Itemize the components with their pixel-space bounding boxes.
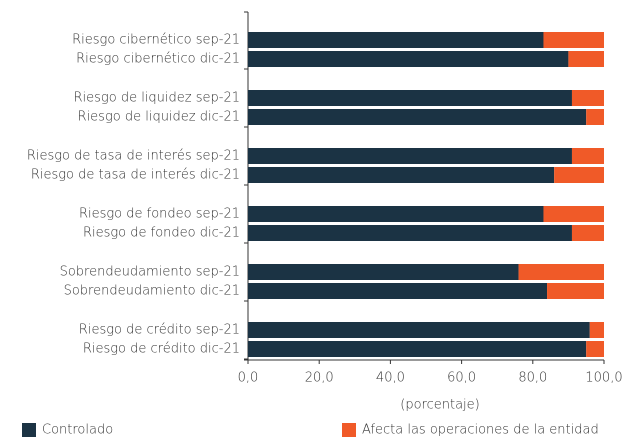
legend-swatch bbox=[342, 423, 356, 437]
x-tick-label: 100,0 bbox=[585, 371, 622, 386]
bar-segment bbox=[586, 109, 604, 125]
bar-segment bbox=[248, 322, 590, 338]
bar-segment bbox=[571, 148, 604, 164]
bar-segment bbox=[518, 264, 604, 280]
y-tick-label: Riesgo cibernético sep-21 bbox=[72, 33, 240, 48]
y-tick-label: Riesgo de liquidez dic-21 bbox=[78, 110, 240, 125]
bar-segment bbox=[248, 51, 569, 67]
legend-label: Controlado bbox=[42, 423, 113, 438]
y-tick-label: Riesgo de tasa de interés sep-21 bbox=[27, 149, 240, 164]
x-tick-label: 0,0 bbox=[238, 371, 259, 386]
bar-segment bbox=[248, 283, 548, 299]
bar-segment bbox=[248, 109, 587, 125]
bar-segment bbox=[248, 341, 587, 357]
bar-segment bbox=[543, 32, 604, 48]
bar-segment bbox=[248, 167, 555, 183]
bar-segment bbox=[589, 322, 604, 338]
bar-segment bbox=[248, 225, 572, 241]
bar-segment bbox=[571, 90, 604, 106]
y-tick-label: Riesgo de crédito dic-21 bbox=[83, 342, 240, 357]
bar-segment bbox=[547, 283, 604, 299]
y-tick-label: Sobrendeudamiento dic-21 bbox=[64, 284, 240, 299]
bar-segment bbox=[543, 206, 604, 222]
x-tick-label: 80,0 bbox=[518, 371, 547, 386]
bar-segment bbox=[248, 90, 572, 106]
bar-segment bbox=[586, 341, 604, 357]
legend-label: Afecta las operaciones de la entidad bbox=[362, 423, 599, 438]
x-tick-label: 20,0 bbox=[305, 371, 334, 386]
y-tick-label: Riesgo de crédito sep-21 bbox=[79, 323, 240, 338]
y-tick-label: Riesgo de fondeo dic-21 bbox=[83, 226, 240, 241]
x-axis-label: (porcentaje) bbox=[400, 398, 479, 413]
bar-segment bbox=[248, 206, 544, 222]
bar-segment bbox=[571, 225, 604, 241]
y-tick-label: Riesgo de liquidez sep-21 bbox=[74, 91, 240, 106]
bar-segment bbox=[248, 148, 572, 164]
bar-segment bbox=[554, 167, 604, 183]
x-tick-label: 60,0 bbox=[447, 371, 476, 386]
bar-segment bbox=[568, 51, 604, 67]
bar-segment bbox=[248, 32, 544, 48]
y-tick-label: Sobrendeudamiento sep-21 bbox=[60, 265, 240, 280]
y-tick-label: Riesgo cibernético dic-21 bbox=[76, 52, 240, 67]
y-tick-label: Riesgo de fondeo sep-21 bbox=[79, 207, 240, 222]
legend-swatch bbox=[22, 423, 36, 437]
y-tick-label: Riesgo de tasa de interés dic-21 bbox=[31, 168, 240, 183]
bar-segment bbox=[248, 264, 519, 280]
x-tick-label: 40,0 bbox=[376, 371, 405, 386]
